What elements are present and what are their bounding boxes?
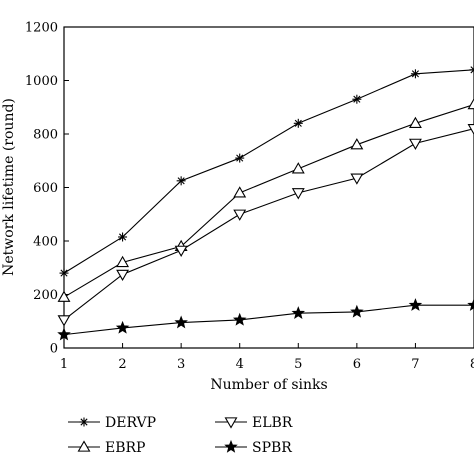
data-point-dervp xyxy=(410,69,420,79)
series-elbr xyxy=(57,123,474,327)
x-tick-label: 5 xyxy=(294,357,302,372)
data-point-elbr xyxy=(116,269,130,282)
data-point-dervp xyxy=(176,176,186,186)
x-tick-label: 2 xyxy=(118,357,126,372)
x-axis-ticks: 1 2 3 4 5 6 7 8 xyxy=(60,343,474,372)
legend-item-ebrp: EBRP xyxy=(68,440,145,456)
data-point-dervp xyxy=(352,94,362,104)
data-point-spbr xyxy=(408,298,423,311)
data-point-spbr xyxy=(467,298,474,311)
data-point-spbr xyxy=(115,320,130,334)
series-line-dervp xyxy=(63,69,474,274)
data-point-spbr xyxy=(291,306,306,319)
series-spbr xyxy=(57,298,474,341)
y-tick-label: 600 xyxy=(33,181,58,196)
data-point-elbr xyxy=(233,209,247,221)
y-tick-label: 1200 xyxy=(25,21,58,36)
legend-label: EBRP xyxy=(105,440,145,456)
series-line-spbr xyxy=(63,304,474,336)
y-tick-label: 1000 xyxy=(25,74,58,89)
legend-marker-dervp xyxy=(79,417,89,427)
series-dervp xyxy=(59,65,474,278)
data-point-spbr xyxy=(350,304,364,318)
series-line-ebrp xyxy=(63,104,474,298)
series-layer xyxy=(57,65,474,341)
x-tick-label: 4 xyxy=(236,357,244,372)
data-point-dervp xyxy=(59,268,69,278)
x-tick-label: 1 xyxy=(60,357,68,372)
data-point-spbr xyxy=(232,312,247,326)
data-point-ebrp xyxy=(57,290,71,302)
data-point-dervp xyxy=(118,232,128,242)
data-point-elbr xyxy=(408,138,422,150)
y-axis-label: Network lifetime (round) xyxy=(1,98,17,276)
data-point-ebrp xyxy=(350,138,364,150)
data-point-elbr xyxy=(350,173,364,185)
x-tick-label: 3 xyxy=(177,357,185,372)
data-point-elbr xyxy=(57,315,71,327)
data-point-dervp xyxy=(293,118,303,128)
y-axis-ticks: 0 200 400 600 800 1000 1200 xyxy=(25,21,69,357)
legend-item-dervp: DERVP xyxy=(68,415,156,431)
legend-marker-ebrp xyxy=(77,440,91,452)
data-point-ebrp xyxy=(116,255,130,268)
legend-item-spbr: SPBR xyxy=(215,439,292,456)
data-point-spbr xyxy=(174,315,188,329)
data-point-dervp xyxy=(469,65,474,75)
x-tick-label: 6 xyxy=(353,357,361,372)
x-tick-label: 7 xyxy=(411,357,419,372)
y-tick-label: 200 xyxy=(33,288,58,303)
y-tick-label: 800 xyxy=(33,128,58,143)
legend-marker-spbr xyxy=(224,439,238,453)
legend-item-elbr: ELBR xyxy=(215,415,293,431)
y-tick-label: 0 xyxy=(50,342,58,357)
data-point-ebrp xyxy=(233,186,247,198)
legend-marker-elbr xyxy=(224,417,238,429)
y-tick-label: 400 xyxy=(33,235,58,250)
legend: DERVP EBRP ELBR SPBR xyxy=(68,415,293,456)
data-point-elbr xyxy=(174,245,188,257)
data-point-spbr xyxy=(57,327,71,341)
data-point-ebrp xyxy=(291,162,305,174)
data-point-ebrp xyxy=(467,97,474,110)
data-point-elbr xyxy=(291,188,305,200)
series-line-elbr xyxy=(63,128,474,321)
data-point-dervp xyxy=(235,153,245,163)
x-tick-label: 8 xyxy=(470,357,474,372)
data-point-elbr xyxy=(467,123,474,136)
data-point-ebrp xyxy=(408,116,422,128)
legend-label: DERVP xyxy=(105,415,156,431)
x-axis-label: Number of sinks xyxy=(210,377,327,393)
legend-label: SPBR xyxy=(252,440,292,456)
legend-label: ELBR xyxy=(252,415,293,431)
